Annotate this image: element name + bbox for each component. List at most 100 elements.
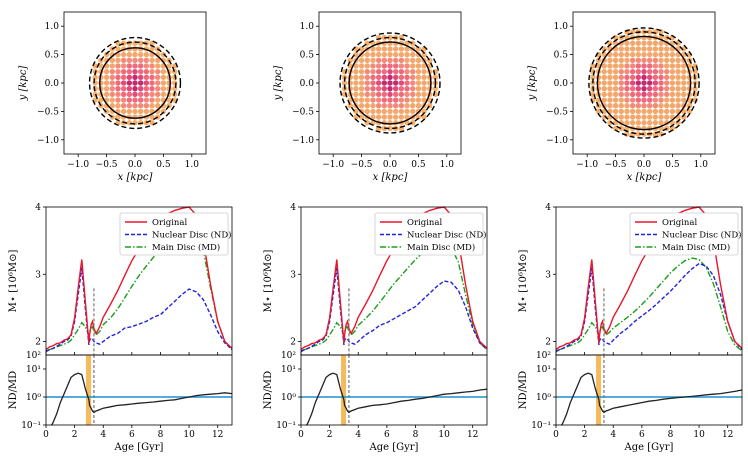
- star-particle: [601, 80, 607, 86]
- star-particle: [664, 114, 670, 120]
- ratio-x-tick-label: 0: [298, 430, 304, 440]
- star-particle: [652, 108, 659, 115]
- star-particle: [681, 80, 687, 86]
- star-particle: [646, 114, 653, 120]
- star-particle: [624, 103, 630, 109]
- y-tick-label: −0.5: [292, 107, 314, 117]
- ratio-x-tick-label: 2: [72, 430, 78, 440]
- legend-main-disc-label: Main Disc (MD): [152, 242, 220, 253]
- legend-nuclear-disc-label: Nuclear Disc (ND): [407, 230, 487, 241]
- star-particle: [629, 103, 636, 109]
- star-particle: [387, 68, 393, 75]
- star-particle: [137, 51, 144, 58]
- star-particle: [664, 46, 670, 52]
- star-particle: [109, 97, 115, 103]
- star-particle: [137, 91, 144, 98]
- star-particle: [624, 120, 630, 126]
- star-particle: [120, 63, 127, 69]
- star-particle: [358, 57, 365, 63]
- star-particle: [392, 85, 399, 92]
- star-particle: [387, 103, 393, 109]
- star-particle: [126, 91, 133, 98]
- ratio-axes-frame: [300, 354, 488, 426]
- star-particle: [398, 114, 405, 120]
- main-disc-series-line: [555, 257, 743, 352]
- star-particle: [132, 103, 138, 109]
- star-particle: [646, 29, 653, 35]
- star-particle: [629, 51, 636, 58]
- star-particle: [381, 97, 388, 103]
- star-particle: [635, 120, 642, 126]
- ratio-series-line: [301, 372, 488, 430]
- star-particle: [155, 97, 161, 103]
- x-tick-label: −0.5: [96, 160, 118, 170]
- sfh-y-tick-label: 10²: [536, 351, 551, 361]
- star-particle: [137, 108, 144, 115]
- star-particle: [160, 85, 167, 92]
- star-particle: [641, 120, 647, 126]
- star-particle: [629, 120, 636, 126]
- star-particle: [126, 97, 133, 103]
- star-particle: [132, 74, 138, 81]
- y-tick-label: 0.5: [45, 51, 60, 61]
- star-particle: [612, 108, 619, 115]
- star-particle: [364, 80, 370, 86]
- star-particle: [155, 68, 161, 75]
- ratio-y-tick-label: 10¹: [281, 365, 296, 375]
- star-particle: [421, 51, 427, 58]
- star-particle: [149, 103, 155, 109]
- star-particle: [635, 63, 642, 69]
- star-particle: [641, 91, 647, 98]
- star-particle: [629, 80, 636, 86]
- star-particle: [398, 57, 405, 63]
- legend-original-label: Original: [152, 218, 187, 228]
- star-particle: [166, 63, 172, 69]
- star-particle: [155, 80, 161, 86]
- star-particle: [415, 85, 422, 92]
- star-particle: [109, 68, 115, 75]
- star-particle: [358, 85, 365, 92]
- star-particle: [381, 46, 388, 52]
- star-particle: [652, 114, 659, 120]
- sfh-y-tick-label: 2: [35, 338, 41, 348]
- star-particle: [398, 63, 405, 69]
- star-particle: [109, 57, 115, 63]
- x-axis-label: x [kpc]: [118, 172, 153, 183]
- star-particle: [353, 114, 359, 120]
- x-axis-label: x [kpc]: [373, 172, 408, 183]
- star-particle: [398, 80, 405, 86]
- star-particle: [115, 85, 121, 92]
- star-particle: [624, 85, 630, 92]
- ratio-y-tick-label: 10¹: [26, 365, 41, 375]
- y-tick-label: −1.0: [37, 136, 59, 146]
- star-particle: [109, 74, 115, 81]
- star-particle: [641, 80, 647, 86]
- x-tick-label: 0.0: [637, 160, 652, 170]
- star-particle: [381, 74, 388, 81]
- star-particle: [132, 68, 138, 75]
- star-particle: [675, 85, 681, 92]
- star-particle: [635, 97, 642, 103]
- star-particle: [421, 91, 427, 98]
- panel-column-right: −1.0 −1.0 −0.5 −0.5 0.0 0.0 0.5 0.5 1.0 1.0 x [kpc…: [518, 11, 743, 453]
- star-particle: [612, 63, 619, 69]
- star-particle: [132, 46, 138, 52]
- star-particle: [404, 103, 410, 109]
- star-particle: [364, 97, 370, 103]
- star-particle: [652, 103, 659, 109]
- ratio-series-line: [46, 372, 233, 430]
- inner-dashed-circle: [592, 31, 696, 135]
- star-particle: [143, 74, 150, 81]
- star-particle: [404, 57, 410, 63]
- star-particle: [646, 46, 653, 52]
- star-particle: [375, 74, 382, 81]
- star-particle: [364, 63, 370, 69]
- star-particle: [149, 85, 155, 92]
- star-particle: [669, 80, 676, 86]
- star-particle: [624, 57, 630, 63]
- star-particle: [120, 51, 127, 58]
- star-particle: [132, 51, 138, 58]
- star-particle: [669, 97, 676, 103]
- star-particle: [618, 51, 624, 58]
- star-particle: [635, 57, 642, 63]
